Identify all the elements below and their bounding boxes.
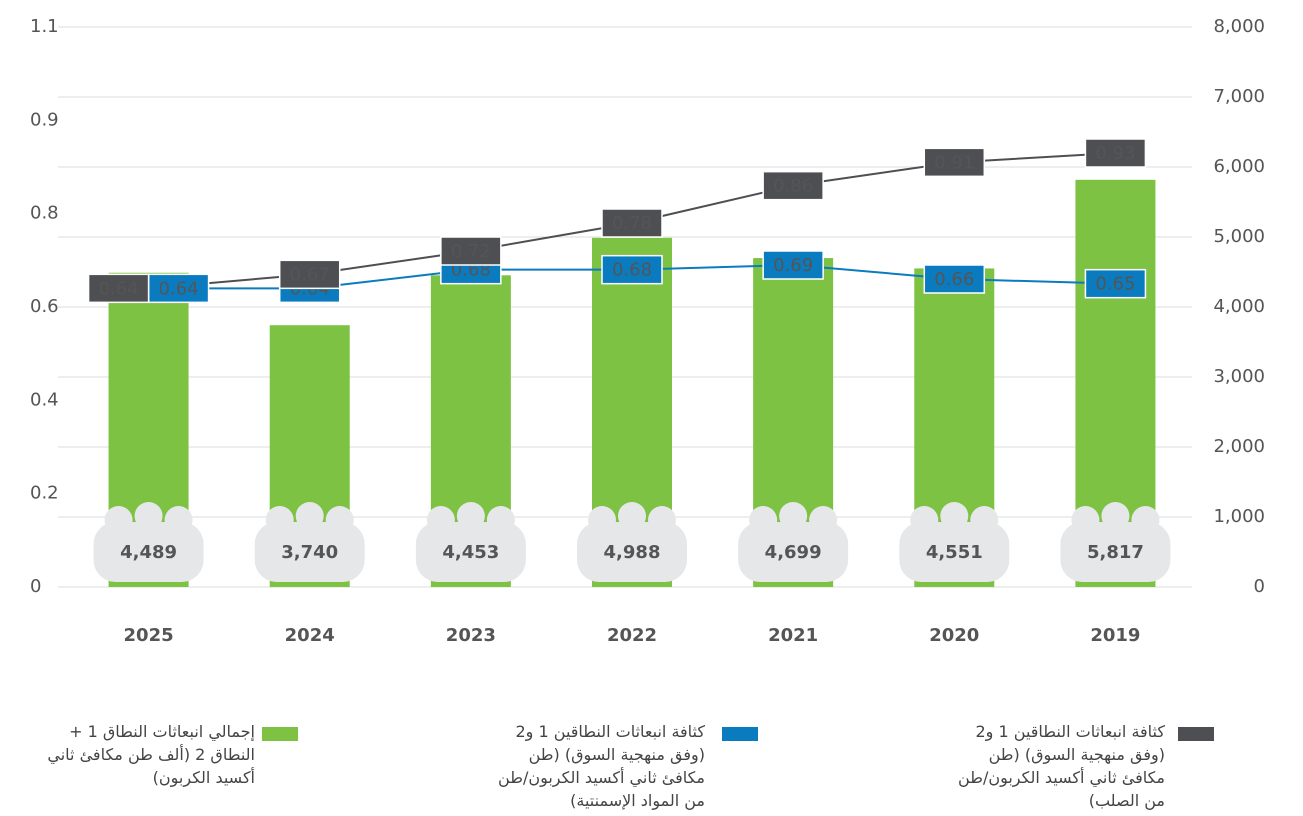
- line-value-label: 0.78: [612, 213, 652, 234]
- legend-label: كثافة انبعاثات النطاقين 1 و2 (وفق منهجية…: [498, 722, 705, 810]
- value-label: 4,489: [93, 502, 204, 582]
- line-value-label: 0.67: [290, 264, 330, 285]
- x-tick-label: 2020: [929, 625, 979, 646]
- y2-tick-label: 8,000: [1213, 16, 1265, 37]
- line-value-label: 0.64: [159, 278, 199, 299]
- bar-value-label: 4,988: [604, 542, 661, 563]
- line-value-label: 0.86: [773, 176, 813, 197]
- y-tick-label: 0.9: [30, 109, 59, 130]
- y2-tick-label: 4,000: [1213, 296, 1265, 317]
- line-label: 0.93: [1084, 138, 1147, 168]
- x-tick-label: 2023: [446, 625, 496, 646]
- y-tick-label: 1.1: [30, 16, 59, 37]
- value-label: 4,699: [738, 502, 849, 582]
- label-box: [1084, 138, 1147, 168]
- x-tick-label: 2024: [285, 625, 335, 646]
- y2-tick-label: 6,000: [1213, 156, 1265, 177]
- line-value-label: 0.66: [934, 269, 974, 290]
- value-label: 3,740: [254, 502, 365, 582]
- line-label: 0.69: [762, 250, 824, 280]
- y2-tick-label: 2,000: [1213, 436, 1265, 457]
- cloud: [254, 522, 365, 582]
- line-label: 0.91: [923, 147, 986, 178]
- label-box: [440, 236, 502, 266]
- y2-tick-label: 7,000: [1213, 86, 1265, 107]
- cloud: [415, 522, 526, 582]
- bar-value-label: 4,551: [926, 542, 983, 563]
- bar-value-label: 5,817: [1087, 542, 1144, 563]
- legend-label: إجمالي انبعاثات النطاق 1 + النطاق 2 (ألف…: [47, 722, 255, 787]
- chart: 0 1,000 2,000 3,000 4,000 5,000 6,000 7,000 8,00…: [30, 16, 1265, 646]
- legend-swatch: [1178, 727, 1214, 741]
- y-tick-label: 0.4: [30, 389, 59, 410]
- legend-swatch: [262, 727, 298, 741]
- label-box: [762, 170, 824, 201]
- y-tick-label: 0.8: [30, 203, 59, 224]
- line-label: 0.72: [440, 236, 502, 266]
- bar-value-label: 4,453: [442, 542, 499, 563]
- y2-tick-label: 3,000: [1213, 366, 1265, 387]
- cloud: [577, 522, 687, 582]
- label-box: [923, 264, 986, 294]
- label-box: [87, 273, 150, 304]
- cloud: [738, 522, 849, 582]
- x-tick-label: 2019: [1090, 625, 1140, 646]
- value-label: 5,817: [1060, 502, 1171, 582]
- label-box: [147, 273, 210, 304]
- y2-tick-label: 0: [1254, 576, 1265, 597]
- label-box: [762, 250, 824, 280]
- y2-tick-label: 5,000: [1213, 226, 1265, 247]
- label-box: [1084, 268, 1147, 299]
- line-label: 0.64: [87, 273, 150, 304]
- x-tick-label: 2022: [607, 625, 657, 646]
- bar-value-label: 4,489: [120, 542, 177, 563]
- y-tick-label: 0.2: [30, 483, 59, 504]
- label-box: [278, 259, 341, 290]
- value-label: 4,453: [415, 502, 526, 582]
- bar-value-label: 4,699: [765, 542, 822, 563]
- label-box: [601, 254, 663, 285]
- x-tick-label: 2021: [768, 625, 818, 646]
- line-value-label: 0.65: [1095, 274, 1135, 295]
- line-label: 0.67: [278, 259, 341, 290]
- label-box: [923, 147, 986, 178]
- legend-label: كثافة انبعاثات النطاقين 1 و2 (وفق منهجية…: [958, 722, 1165, 810]
- cloud: [899, 522, 1010, 582]
- line-value-label: 0.64: [99, 278, 139, 299]
- line-value-label: 0.91: [934, 152, 974, 173]
- line-value-label: 0.93: [1095, 143, 1135, 164]
- line-value-label: 0.72: [451, 241, 491, 262]
- x-tick-label: 2025: [124, 625, 174, 646]
- line-label: 0.66: [923, 264, 986, 294]
- line-value-label: 0.68: [612, 260, 652, 281]
- y2-tick-label: 1,000: [1213, 506, 1265, 527]
- line-label: 0.68: [601, 254, 663, 285]
- line-label: 0.64: [147, 273, 210, 304]
- cloud: [93, 522, 204, 582]
- bar-value-label: 3,740: [281, 542, 338, 563]
- value-label: 4,551: [899, 502, 1010, 582]
- line-label: 0.86: [762, 170, 824, 201]
- line-label: 0.65: [1084, 268, 1147, 299]
- y-tick-label: 0.6: [30, 296, 59, 317]
- legend-swatch: [722, 727, 758, 741]
- label-box: [601, 208, 663, 238]
- line-value-label: 0.69: [773, 255, 813, 276]
- value-label: 4,988: [577, 502, 687, 582]
- y-tick-label: 0: [30, 576, 41, 597]
- cloud: [1060, 522, 1171, 582]
- line-label: 0.78: [601, 208, 663, 238]
